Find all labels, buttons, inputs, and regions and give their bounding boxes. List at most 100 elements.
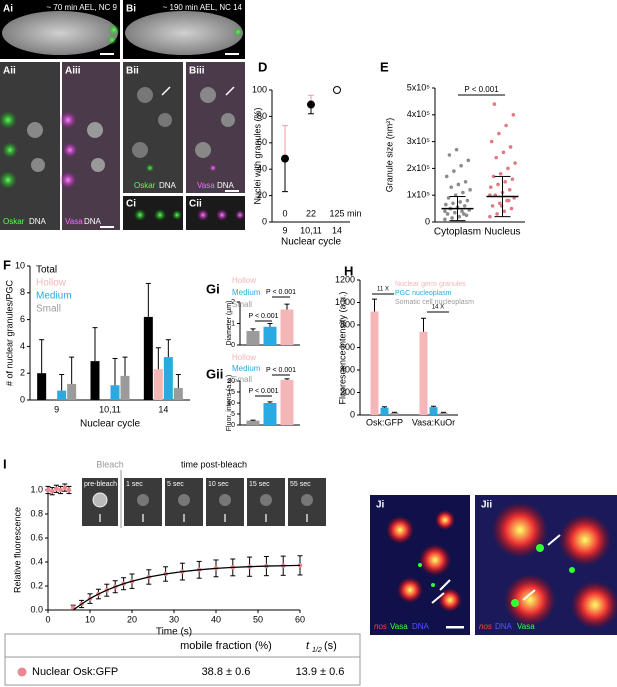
point <box>444 174 449 179</box>
y-tick-label: 1.0 <box>30 484 43 494</box>
table-cell: 38.8 ± 0.6 <box>202 666 251 678</box>
point <box>507 198 511 203</box>
image-jii: Jii nos DNA Vasa <box>475 495 617 635</box>
inset-label: pre-bleach <box>84 481 117 488</box>
inset-label: 5 sec <box>167 481 184 488</box>
y-tick-label: 1x10⁵ <box>407 190 431 200</box>
image-ci: Ci <box>123 196 183 230</box>
legend-entry: PGC nucleoplasm <box>395 290 452 297</box>
y-tick-label: 6 <box>20 314 25 324</box>
bar <box>263 326 277 345</box>
time-label: 0 <box>282 208 287 218</box>
y-tick-label: 1000 <box>335 297 355 307</box>
channel: Vasa <box>390 622 408 631</box>
y-tick-label: 0.6 <box>30 532 43 542</box>
x-tick-label: 10 <box>85 614 95 624</box>
bar <box>246 420 260 425</box>
panel-label: E <box>380 59 389 74</box>
inset-nucleus <box>260 494 272 506</box>
y-tick-label: 2x10⁵ <box>407 163 431 173</box>
table: mobile fraction (%) t 1/2 (s) Nuclear Os… <box>4 633 361 686</box>
point <box>503 180 508 184</box>
y-tick-label: 20 <box>227 378 235 385</box>
point <box>447 153 452 157</box>
y-tick-label: 40 <box>257 164 267 174</box>
legend-marker <box>17 667 27 677</box>
point <box>509 206 514 211</box>
table-header: (s) <box>324 640 337 652</box>
y-tick-label: 0 <box>231 422 235 429</box>
annotation: P < 0.001 <box>266 289 296 296</box>
panel-label: Cii <box>189 199 202 210</box>
point <box>453 210 457 215</box>
panel-label: Ci <box>126 199 136 210</box>
y-tick-label: 2 <box>20 368 25 378</box>
point <box>496 182 500 187</box>
y-tick-label: 0.8 <box>30 508 43 518</box>
point <box>498 171 503 176</box>
y-tick-label: 8 <box>20 287 25 297</box>
bar <box>370 311 379 415</box>
bar <box>90 361 100 400</box>
point <box>456 182 461 187</box>
point <box>446 196 451 200</box>
point <box>459 163 463 168</box>
channel: Vasa <box>517 622 535 631</box>
channel: Vasa <box>197 181 215 190</box>
x-tick-label: 10,11 <box>300 225 322 235</box>
bar <box>439 412 448 415</box>
panel-label: D <box>258 59 267 74</box>
panel-label: Bi <box>126 4 136 15</box>
bar <box>380 407 389 415</box>
channel: Vasa <box>65 217 83 226</box>
y-tick-label: 60 <box>257 137 267 147</box>
point <box>45 487 51 493</box>
y-axis-label: Fluorescence intensity (a.u.) <box>337 291 347 404</box>
y-tick-label: 15 <box>227 389 235 396</box>
point <box>489 139 494 144</box>
bar <box>263 403 277 425</box>
x-tick-label: 0 <box>45 614 50 624</box>
point <box>491 174 496 179</box>
point <box>465 198 470 203</box>
y-tick-label: 0.4 <box>30 556 43 566</box>
channel: DNA <box>159 181 177 190</box>
point <box>452 169 456 173</box>
point <box>443 217 447 222</box>
panel-label: Aiii <box>65 66 81 77</box>
y-tick-label: 10 <box>227 400 235 407</box>
point <box>49 488 55 494</box>
y-axis-label: Granule size (nm²) <box>384 118 394 193</box>
y-tick-label: 4x10⁵ <box>407 109 431 119</box>
channel: DNA <box>217 181 235 190</box>
point <box>450 216 454 220</box>
table-header: t <box>306 640 310 652</box>
point <box>468 188 472 192</box>
annotation: 14 X <box>432 305 444 311</box>
legend-entry: Hollow <box>36 278 67 289</box>
point <box>502 209 507 214</box>
channel: DNA <box>29 217 47 226</box>
table-header: 1/2 <box>312 647 322 654</box>
point <box>58 487 63 493</box>
x-axis-label: Time (s) <box>156 627 192 638</box>
annotation: P < 0.001 <box>248 313 278 320</box>
image-cii: Cii <box>186 196 245 230</box>
time-unit: min <box>347 208 362 218</box>
y-tick-label: 0 <box>425 216 430 226</box>
point <box>501 150 506 155</box>
point <box>506 166 510 171</box>
inset-label: 1 sec <box>126 481 143 488</box>
annotation: P < 0.001 <box>464 85 499 94</box>
channel: DNA <box>495 622 513 631</box>
y-tick-label: 200 <box>340 387 355 397</box>
point <box>454 147 459 152</box>
bar <box>37 373 47 400</box>
point <box>492 102 497 106</box>
x-tick-label: 20 <box>127 614 137 624</box>
point <box>462 204 467 208</box>
y-tick-label: 5 <box>231 411 235 418</box>
channel: Oskar <box>3 217 25 226</box>
point <box>495 212 499 216</box>
x-tick-label: 14 <box>158 404 168 414</box>
